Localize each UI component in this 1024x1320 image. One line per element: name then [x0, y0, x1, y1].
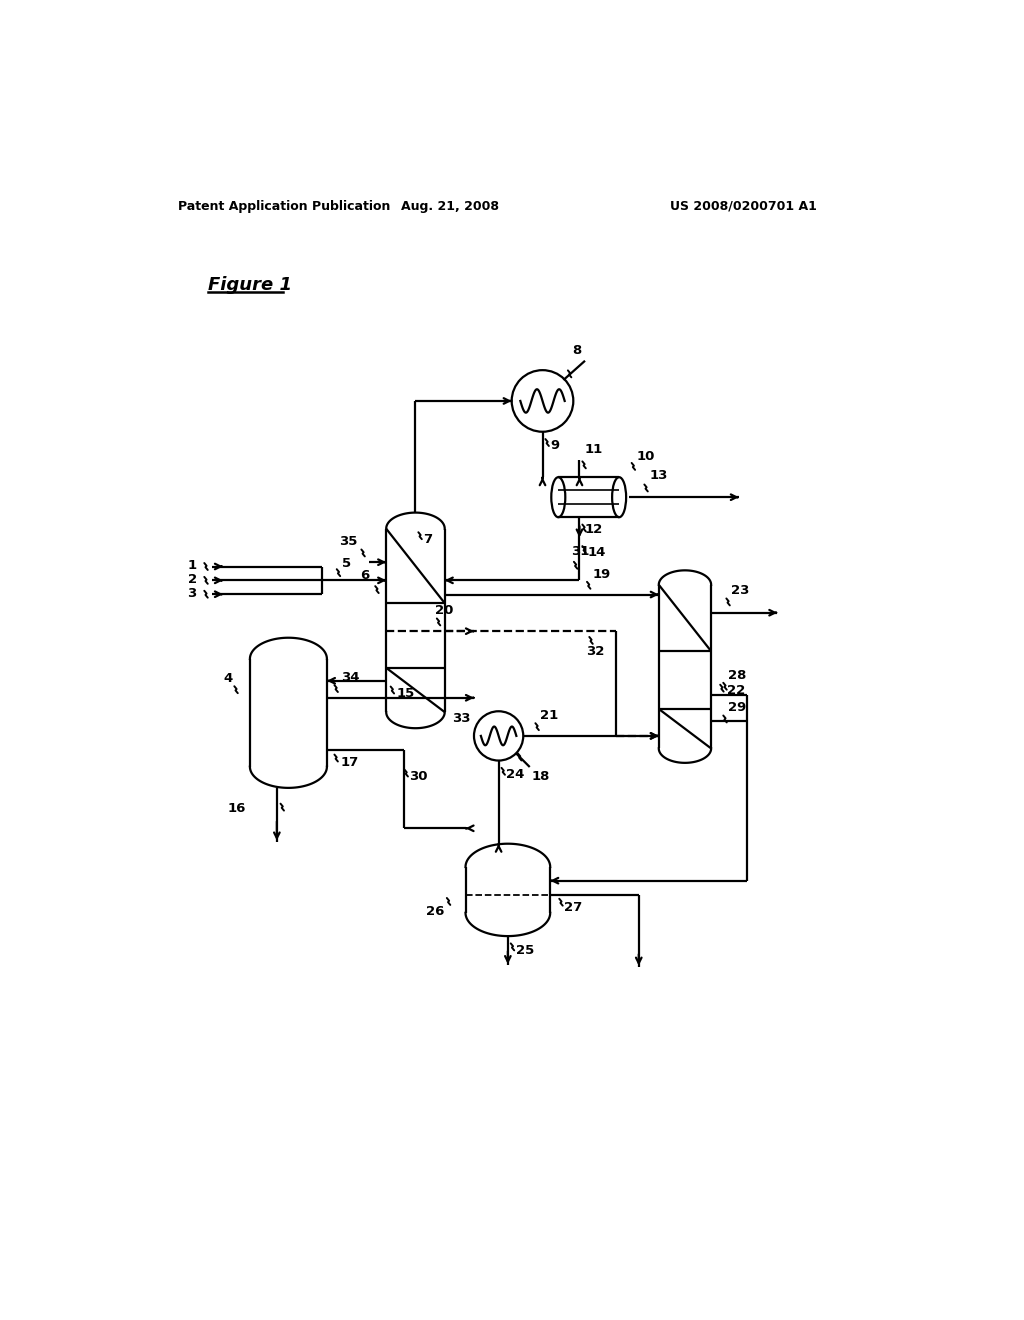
Text: 22: 22: [727, 684, 744, 697]
Text: 11: 11: [584, 442, 602, 455]
Text: 4: 4: [223, 672, 233, 685]
Text: Aug. 21, 2008: Aug. 21, 2008: [401, 199, 499, 213]
Text: 13: 13: [649, 469, 668, 482]
Text: 6: 6: [360, 569, 370, 582]
Text: 29: 29: [728, 701, 746, 714]
Text: 16: 16: [227, 801, 246, 814]
Text: 21: 21: [541, 709, 558, 722]
Text: 10: 10: [637, 450, 654, 463]
Text: 2: 2: [187, 573, 197, 586]
Text: 1: 1: [187, 560, 197, 573]
Text: 12: 12: [584, 524, 602, 536]
Text: 30: 30: [410, 770, 428, 783]
Text: 3: 3: [187, 587, 197, 601]
Text: 15: 15: [397, 686, 415, 700]
Text: 34: 34: [341, 671, 359, 684]
Text: 18: 18: [531, 770, 550, 783]
Text: US 2008/0200701 A1: US 2008/0200701 A1: [670, 199, 816, 213]
Text: 35: 35: [339, 536, 357, 548]
Text: 17: 17: [341, 756, 359, 770]
Text: 19: 19: [593, 568, 610, 581]
Text: 27: 27: [564, 900, 583, 913]
Text: 31: 31: [571, 545, 590, 557]
Text: 9: 9: [550, 440, 559, 453]
Text: 7: 7: [423, 533, 432, 545]
Text: 5: 5: [342, 557, 351, 570]
Text: 24: 24: [506, 768, 524, 781]
Text: 26: 26: [426, 906, 444, 919]
Text: 8: 8: [572, 345, 582, 356]
Text: 23: 23: [731, 585, 750, 597]
Text: 28: 28: [728, 669, 746, 681]
Text: Figure 1: Figure 1: [208, 276, 292, 294]
Text: 33: 33: [452, 711, 470, 725]
Text: 25: 25: [515, 944, 534, 957]
Text: 20: 20: [435, 605, 453, 618]
Text: 32: 32: [587, 645, 605, 659]
Text: 14: 14: [587, 546, 605, 560]
Text: Patent Application Publication: Patent Application Publication: [178, 199, 391, 213]
